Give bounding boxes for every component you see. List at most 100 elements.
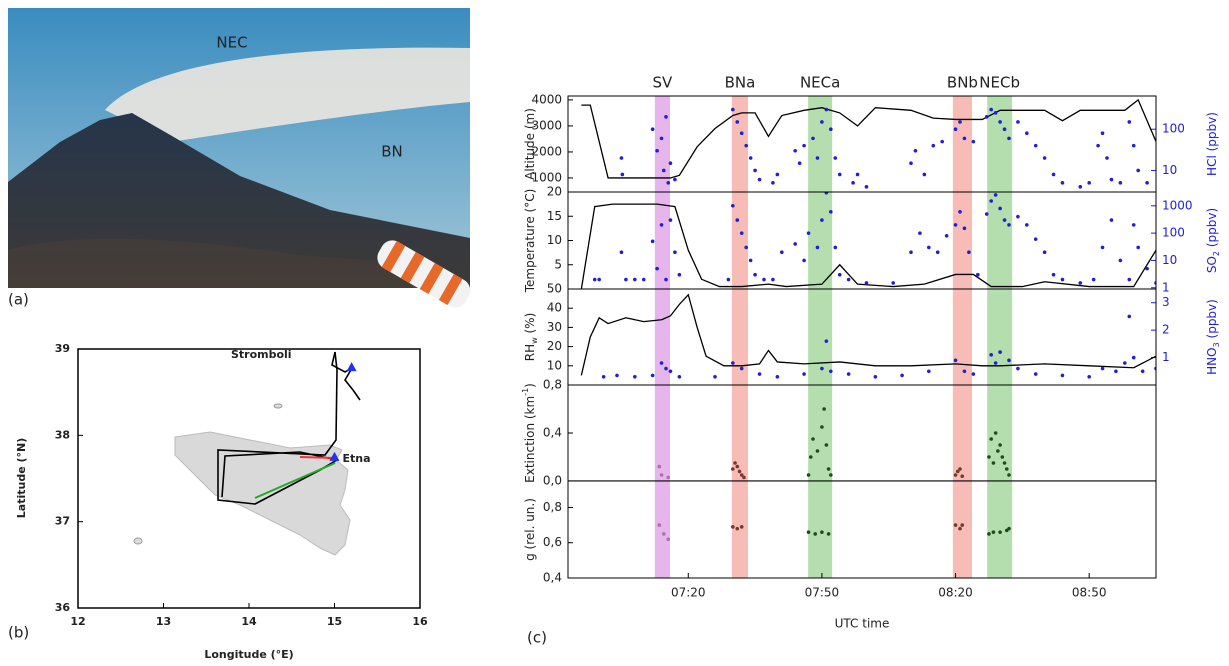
event-label: SV bbox=[653, 74, 674, 92]
y-tick-label: 20 bbox=[547, 185, 562, 199]
data-point bbox=[619, 156, 624, 160]
data-point bbox=[958, 467, 962, 471]
data-point bbox=[1007, 136, 1011, 141]
data-point bbox=[1136, 168, 1140, 173]
data-point bbox=[962, 226, 967, 231]
data-point bbox=[619, 250, 624, 255]
axis-label-part: g (rel. un.) bbox=[523, 498, 537, 561]
data-point bbox=[775, 374, 780, 379]
data-point bbox=[592, 277, 597, 282]
data-point bbox=[1123, 361, 1127, 365]
place-label: Stromboli bbox=[231, 348, 292, 361]
data-point bbox=[953, 358, 958, 363]
data-point bbox=[1007, 358, 1011, 363]
place-label: Etna bbox=[343, 452, 371, 465]
data-point bbox=[731, 525, 735, 529]
y-tick-label: 0,8 bbox=[543, 378, 562, 392]
data-point bbox=[775, 172, 780, 177]
data-point bbox=[1127, 277, 1132, 282]
data-point bbox=[1140, 369, 1145, 374]
instrument-probe bbox=[377, 240, 471, 308]
data-point bbox=[837, 172, 842, 177]
data-point bbox=[733, 461, 737, 465]
panel-frame bbox=[567, 480, 1157, 579]
data-point bbox=[960, 523, 965, 527]
data-point bbox=[822, 407, 826, 411]
data-point bbox=[797, 161, 802, 165]
y-tick-label: 0,4 bbox=[543, 426, 562, 440]
data-point bbox=[713, 374, 717, 379]
data-point bbox=[753, 272, 757, 277]
data-point bbox=[989, 199, 993, 203]
data-point bbox=[1100, 366, 1105, 371]
data-point bbox=[664, 277, 668, 282]
data-point bbox=[666, 181, 671, 185]
data-point bbox=[1131, 223, 1136, 227]
y-tick-label: 38 bbox=[55, 428, 70, 441]
x-tick-label: 14 bbox=[241, 615, 257, 628]
axis-label-part: HNO bbox=[1205, 347, 1219, 374]
data-point bbox=[824, 339, 829, 343]
data-point bbox=[989, 353, 993, 357]
y-tick-label: 37 bbox=[55, 515, 70, 528]
data-point bbox=[820, 120, 824, 124]
data-point bbox=[659, 223, 664, 227]
y2-tick-label: 3 bbox=[1162, 295, 1170, 309]
data-point bbox=[996, 449, 1000, 453]
data-point bbox=[666, 537, 671, 541]
data-point bbox=[824, 192, 829, 195]
data-point bbox=[673, 177, 677, 182]
data-point bbox=[1007, 223, 1011, 227]
data-point bbox=[735, 218, 740, 222]
data-point bbox=[1002, 218, 1007, 222]
series-line bbox=[581, 98, 1156, 179]
y-tick-label: 36 bbox=[55, 601, 71, 614]
data-point bbox=[1033, 237, 1038, 241]
y-tick-label: 10 bbox=[547, 358, 562, 372]
data-point bbox=[771, 181, 775, 185]
data-point bbox=[757, 372, 762, 376]
data-point bbox=[989, 437, 993, 441]
data-point bbox=[735, 464, 740, 469]
data-point bbox=[998, 530, 1002, 534]
event-band bbox=[731, 96, 748, 578]
event-band bbox=[987, 96, 1013, 578]
data-point bbox=[806, 530, 811, 534]
data-point bbox=[971, 139, 976, 144]
data-point bbox=[993, 361, 998, 365]
series-line bbox=[580, 293, 1156, 376]
data-point bbox=[597, 277, 601, 282]
data-point bbox=[601, 374, 606, 379]
data-point bbox=[891, 281, 895, 285]
x-tick-label: 13 bbox=[156, 615, 171, 628]
y-tick-label: 50 bbox=[547, 282, 562, 296]
data-point bbox=[744, 143, 748, 148]
x-tick-label: 15 bbox=[327, 615, 342, 628]
data-point bbox=[913, 148, 918, 153]
y2-tick-label: 1 bbox=[1162, 350, 1170, 364]
data-point bbox=[1042, 250, 1047, 255]
data-point bbox=[1109, 177, 1114, 182]
data-point bbox=[615, 373, 619, 378]
data-point bbox=[826, 532, 831, 536]
x-tick-label: 08:50 bbox=[1072, 586, 1107, 600]
data-point bbox=[927, 369, 931, 374]
y-axis-label: SO2 (ppbv) bbox=[1205, 208, 1222, 273]
data-point bbox=[967, 250, 971, 255]
y-tick-label: 10 bbox=[547, 233, 562, 247]
y2-tick-label: 10 bbox=[1162, 253, 1177, 267]
data-point bbox=[1033, 372, 1038, 376]
data-point bbox=[909, 161, 913, 165]
data-point bbox=[846, 277, 851, 282]
data-point bbox=[976, 272, 980, 277]
data-point bbox=[1105, 156, 1109, 160]
event-label: BNa bbox=[725, 74, 756, 92]
data-point bbox=[958, 526, 962, 531]
data-point bbox=[661, 168, 666, 173]
data-point bbox=[811, 437, 815, 441]
data-point bbox=[659, 136, 664, 141]
data-point bbox=[757, 177, 762, 182]
data-point bbox=[944, 233, 949, 238]
y-tick-label: 0,6 bbox=[543, 535, 562, 549]
y-tick-label: 0,8 bbox=[543, 500, 562, 514]
